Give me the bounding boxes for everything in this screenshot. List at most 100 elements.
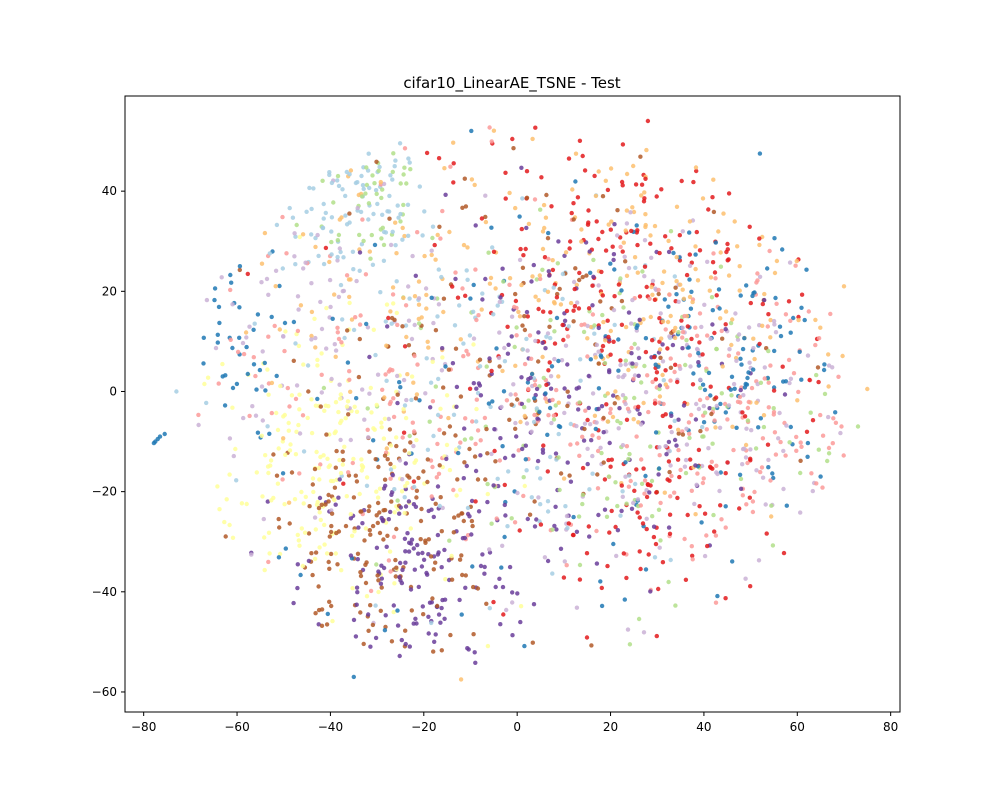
scatter-point	[645, 373, 650, 378]
scatter-point	[720, 364, 725, 369]
scatter-point	[556, 431, 561, 437]
scatter-point	[543, 396, 548, 401]
scatter-point	[439, 648, 444, 653]
scatter-point	[291, 358, 296, 363]
scatter-point	[767, 248, 772, 254]
scatter-point	[282, 502, 287, 507]
scatter-point	[305, 363, 311, 368]
scatter-point	[401, 406, 406, 412]
scatter-point	[551, 413, 557, 418]
scatter-point	[429, 494, 434, 499]
scatter-point	[245, 271, 250, 277]
scatter-point	[563, 343, 569, 348]
scatter-point	[336, 232, 342, 238]
scatter-point	[398, 505, 403, 510]
scatter-point	[263, 453, 268, 458]
scatter-point	[713, 395, 719, 400]
scatter-point	[239, 501, 245, 506]
scatter-point	[648, 233, 653, 238]
scatter-point	[219, 275, 224, 280]
scatter-point	[596, 406, 601, 412]
scatter-point	[407, 296, 412, 301]
scatter-point	[606, 457, 611, 463]
scatter-point	[509, 314, 515, 319]
scatter-point	[278, 383, 283, 389]
scatter-point	[162, 431, 167, 437]
scatter-point	[615, 503, 620, 509]
scatter-point	[622, 254, 627, 259]
scatter-point	[346, 470, 351, 475]
scatter-point	[478, 438, 483, 443]
scatter-point	[594, 342, 600, 348]
scatter-point	[752, 356, 757, 362]
scatter-point	[737, 506, 742, 511]
scatter-point	[540, 340, 545, 345]
scatter-point	[687, 294, 693, 300]
scatter-point	[354, 602, 359, 607]
scatter-point	[665, 477, 670, 482]
scatter-point	[758, 416, 763, 421]
scatter-point	[672, 437, 678, 443]
scatter-point	[364, 182, 370, 188]
scatter-point	[275, 427, 281, 433]
scatter-point	[356, 374, 362, 380]
scatter-point	[714, 463, 719, 468]
scatter-point	[841, 453, 846, 458]
scatter-point	[271, 452, 276, 457]
scatter-point	[626, 367, 631, 373]
scatter-point	[342, 335, 347, 341]
scatter-point	[361, 238, 366, 244]
scatter-point	[590, 312, 596, 317]
scatter-point	[713, 425, 718, 430]
scatter-point	[334, 448, 339, 454]
scatter-point	[663, 234, 668, 239]
scatter-point	[804, 267, 809, 272]
scatter-point	[598, 445, 603, 450]
scatter-point	[329, 523, 334, 529]
scatter-point	[636, 373, 641, 378]
scatter-point	[774, 301, 779, 306]
scatter-point	[379, 425, 384, 430]
scatter-point	[696, 447, 702, 453]
scatter-point	[427, 600, 433, 605]
scatter-point	[321, 453, 326, 458]
scatter-point	[660, 280, 665, 286]
scatter-point	[598, 579, 603, 584]
scatter-point	[686, 345, 691, 350]
scatter-point	[433, 560, 438, 565]
scatter-point	[315, 363, 320, 368]
scatter-point	[805, 454, 810, 459]
scatter-point	[599, 585, 604, 591]
scatter-point	[405, 202, 411, 207]
scatter-point	[286, 420, 291, 426]
scatter-point	[684, 272, 690, 278]
scatter-point	[538, 207, 543, 212]
scatter-point	[708, 275, 714, 280]
scatter-point	[422, 253, 427, 259]
scatter-point	[661, 378, 666, 383]
scatter-point	[818, 412, 823, 418]
scatter-point	[585, 417, 590, 423]
scatter-point	[584, 635, 590, 640]
scatter-point	[473, 223, 478, 228]
scatter-point	[567, 473, 572, 478]
scatter-point	[357, 250, 363, 255]
scatter-point	[718, 264, 724, 269]
scatter-point	[723, 596, 728, 601]
scatter-point	[323, 502, 328, 507]
scatter-point	[447, 538, 452, 543]
scatter-point	[694, 168, 699, 174]
scatter-point	[265, 499, 270, 504]
scatter-point	[329, 215, 335, 220]
scatter-point	[541, 202, 547, 208]
scatter-point	[375, 573, 380, 578]
scatter-point	[366, 217, 371, 222]
scatter-point	[788, 376, 794, 381]
scatter-point	[564, 513, 570, 519]
scatter-point	[435, 484, 441, 489]
scatter-point	[787, 380, 792, 386]
scatter-point	[498, 622, 503, 627]
scatter-point	[413, 458, 419, 463]
scatter-point	[772, 270, 778, 276]
scatter-point	[360, 387, 365, 392]
